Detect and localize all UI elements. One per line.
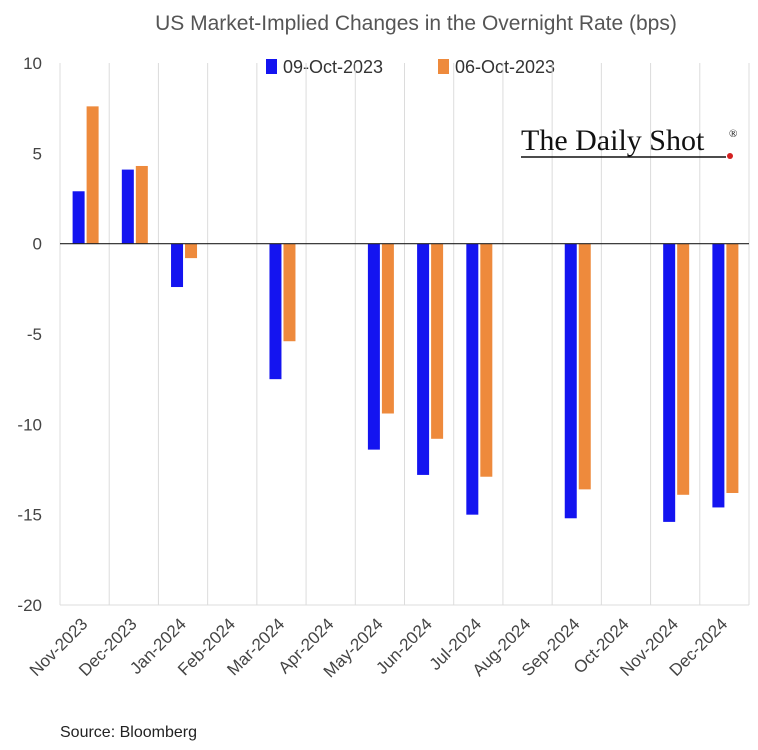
bar-series-1 [72, 191, 85, 244]
bar-series-1 [171, 243, 184, 288]
y-tick-label: -20 [17, 596, 42, 615]
bar-series-2 [431, 243, 444, 439]
y-tick-label: 5 [33, 144, 42, 163]
bar-series-1 [712, 243, 725, 508]
legend: 09-Oct-2023 06-Oct-2023 [266, 57, 555, 77]
brand-name: The Daily Shot [521, 124, 705, 157]
legend-label: 06-Oct-2023 [455, 57, 555, 77]
legend-label: 09-Oct-2023 [283, 57, 383, 77]
y-tick-label: -5 [27, 325, 42, 344]
y-tick-label: 10 [23, 54, 42, 73]
legend-swatch [438, 59, 449, 74]
bar-series-1 [663, 243, 676, 522]
bar-series-1 [269, 243, 282, 380]
bars [60, 106, 749, 522]
bar-series-2 [480, 243, 493, 477]
legend-swatch [266, 59, 277, 74]
bar-series-1 [121, 169, 134, 244]
y-tick-label: -15 [17, 506, 42, 525]
bar-series-1 [417, 243, 430, 475]
grid [59, 63, 750, 606]
y-axis: 10 5 0 -5 -10 -15 -20 [17, 54, 42, 615]
y-tick-label: 0 [33, 235, 42, 254]
bar-series-2 [578, 243, 591, 490]
bar-series-2 [677, 243, 690, 495]
source-note: Source: Bloomberg [60, 724, 197, 741]
brand-logo: The Daily Shot ® [521, 124, 737, 159]
bar-series-2 [381, 243, 394, 414]
bar-series-1 [367, 243, 380, 450]
x-axis: Nov-2023Dec-2023Jan-2024Feb-2024Mar-2024… [26, 614, 731, 681]
brand-dot [727, 153, 733, 159]
bar-series-2 [135, 165, 148, 244]
bar-series-2 [185, 243, 198, 259]
bar-series-1 [564, 243, 577, 519]
brand-registered-mark: ® [729, 128, 737, 140]
bar-series-2 [726, 243, 739, 493]
y-tick-label: -10 [17, 415, 42, 434]
bar-series-1 [466, 243, 479, 515]
bar-series-2 [86, 106, 99, 244]
chart-title: US Market-Implied Changes in the Overnig… [155, 12, 677, 35]
bar-series-2 [283, 243, 296, 342]
